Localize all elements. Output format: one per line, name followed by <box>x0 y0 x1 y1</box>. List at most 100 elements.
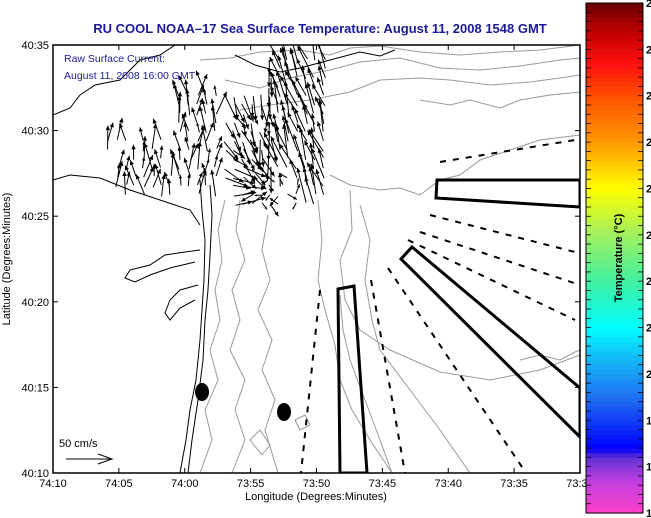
current-vector <box>183 157 191 177</box>
colorbar-step <box>586 290 643 296</box>
current-vector <box>317 147 324 169</box>
current-vector <box>197 141 202 170</box>
current-vector <box>251 113 259 125</box>
colorbar-step <box>586 169 643 176</box>
x-tick-label: 74:00 <box>171 478 199 490</box>
colorbar-step <box>586 58 643 64</box>
colorbar-tick-label: 18 <box>646 462 651 474</box>
colorbar-step <box>586 378 643 384</box>
current-timestamp: August 11, 2008 16:00 GMT <box>64 70 196 82</box>
current-vector <box>315 169 325 195</box>
current-vector <box>233 122 241 139</box>
colorbar-step <box>586 281 643 287</box>
current-vector <box>291 105 299 123</box>
current-vector <box>181 113 190 131</box>
colorbar-tick-label: 22 <box>646 276 651 288</box>
colorbar-step <box>586 118 643 125</box>
colorbar-frame <box>585 2 644 514</box>
colorbar-step <box>586 309 643 315</box>
colorbar-step <box>586 3 643 9</box>
current-vector <box>304 83 315 114</box>
current-vector <box>122 171 127 195</box>
current-vector <box>166 178 172 195</box>
colorbar-step <box>586 160 643 166</box>
current-vector <box>316 121 324 141</box>
current-vector <box>295 184 301 195</box>
colorbar-step <box>586 109 643 115</box>
current-vector <box>296 167 307 203</box>
current-vector <box>198 106 207 133</box>
colorbar-step <box>586 387 643 394</box>
isobath-channel-mid <box>229 199 246 473</box>
current-vector <box>251 159 263 171</box>
current-vector <box>292 45 298 61</box>
station-marker-1[interactable] <box>195 383 209 401</box>
current-vector <box>196 172 203 186</box>
colorbar-step <box>586 35 643 41</box>
current-vector <box>266 69 272 88</box>
dashed-line-4 <box>407 239 576 321</box>
colorbar-step <box>586 262 643 268</box>
current-vector <box>251 191 268 205</box>
current-vector <box>152 118 162 140</box>
isobath-shelf-south <box>359 204 471 473</box>
current-vector <box>277 172 283 187</box>
current-vector <box>213 85 217 96</box>
colorbar-tick-label: 23 <box>646 230 651 242</box>
colorbar-step <box>586 462 643 468</box>
colorbar-step <box>586 91 643 97</box>
station-marker-2[interactable] <box>277 403 291 421</box>
colorbar-step <box>586 397 643 403</box>
colorbar-step <box>586 318 643 324</box>
colorbar-step <box>586 336 643 343</box>
current-vector <box>241 103 252 121</box>
current-vector <box>242 122 247 137</box>
coastline-nj-shore <box>179 179 206 473</box>
coastline-shrewsbury-river <box>124 249 201 283</box>
colorbar-step <box>586 248 643 254</box>
current-vector <box>297 92 308 115</box>
current-vector <box>304 176 315 205</box>
station-markers <box>195 383 291 421</box>
colorbar-step <box>586 457 643 463</box>
colorbar-step <box>586 285 643 292</box>
current-vector <box>294 108 306 132</box>
current-vector <box>172 79 180 97</box>
colorbar-step <box>586 360 643 366</box>
current-vector <box>284 61 298 96</box>
colorbar-step <box>586 216 643 222</box>
current-vector <box>275 70 288 105</box>
colorbar-step <box>586 239 643 245</box>
x-tick-label: 73:35 <box>500 478 528 490</box>
current-vector <box>270 72 281 97</box>
colorbar-step <box>586 132 643 139</box>
colorbar-step <box>586 475 643 482</box>
colorbar-step <box>586 420 643 426</box>
colorbar-step <box>586 225 643 231</box>
scale-arrow: 50 cm/s <box>59 438 114 465</box>
isobath-3 <box>419 91 580 109</box>
colorbar-tick-label: 21 <box>646 323 651 335</box>
colorbar-step <box>586 21 643 27</box>
current-vector <box>215 157 223 177</box>
current-vector <box>284 118 299 152</box>
current-vector <box>270 204 279 217</box>
colorbar-step <box>586 253 643 259</box>
colorbar-step <box>586 350 643 356</box>
current-vector <box>197 73 208 96</box>
colorbar-step <box>586 304 643 310</box>
current-vector <box>210 105 216 131</box>
colorbar-step <box>586 489 643 496</box>
coastline-ocean-edge <box>187 184 213 473</box>
current-vector <box>233 177 256 185</box>
current-vector <box>297 45 314 78</box>
colorbar-step <box>586 373 643 380</box>
scale-arrow-head <box>97 453 114 465</box>
isobath-small-3 <box>294 414 311 431</box>
colorbar-step <box>586 471 643 477</box>
corridor-east <box>434 178 580 209</box>
current-vector <box>119 123 127 141</box>
y-axis: 40:35 40:30 40:25 40:20 40:15 40:10 <box>21 40 580 480</box>
current-vector <box>242 114 249 130</box>
colorbar-step <box>586 40 643 46</box>
